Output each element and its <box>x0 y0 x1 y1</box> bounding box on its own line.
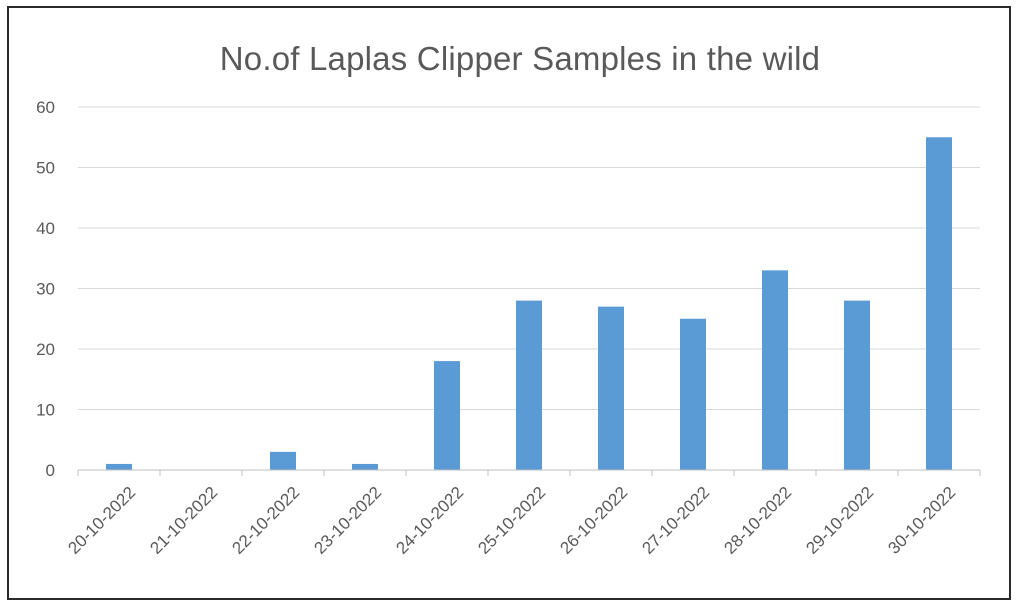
y-tick-label: 60 <box>36 98 55 117</box>
x-tick-label: 25-10-2022 <box>474 483 549 558</box>
y-tick-label: 40 <box>36 219 55 238</box>
y-tick-label: 10 <box>36 401 55 420</box>
bar <box>680 318 706 470</box>
x-tick-label: 29-10-2022 <box>802 483 877 558</box>
bar <box>352 463 378 470</box>
x-axis-tick-marks <box>77 470 981 476</box>
chart-frame <box>7 6 1011 600</box>
x-tick-label: 27-10-2022 <box>638 483 713 558</box>
x-tick-label: 21-10-2022 <box>146 483 221 558</box>
bar <box>926 137 952 470</box>
bar <box>434 361 460 470</box>
y-axis-ticks: 0 10 20 30 40 50 60 <box>36 98 55 480</box>
y-tick-label: 30 <box>36 280 55 299</box>
y-tick-label: 20 <box>36 340 55 359</box>
x-tick-label: 28-10-2022 <box>720 483 795 558</box>
x-tick-label: 26-10-2022 <box>556 483 631 558</box>
bar <box>762 270 788 470</box>
bar <box>270 451 296 470</box>
x-tick-label: 20-10-2022 <box>64 483 139 558</box>
x-axis-ticks: 20-10-2022 21-10-2022 22-10-2022 23-10-2022… <box>64 483 959 558</box>
bar <box>106 463 132 470</box>
bar <box>844 300 870 470</box>
y-tick-label: 0 <box>46 461 55 480</box>
bar <box>516 300 542 470</box>
x-tick-label: 24-10-2022 <box>392 483 467 558</box>
x-tick-label: 23-10-2022 <box>310 483 385 558</box>
bar <box>598 306 624 470</box>
y-tick-label: 50 <box>36 159 55 178</box>
chart-title: No.of Laplas Clipper Samples in the wild <box>219 40 821 77</box>
x-tick-label: 30-10-2022 <box>884 483 959 558</box>
x-tick-label: 22-10-2022 <box>228 483 303 558</box>
bars <box>106 137 952 470</box>
